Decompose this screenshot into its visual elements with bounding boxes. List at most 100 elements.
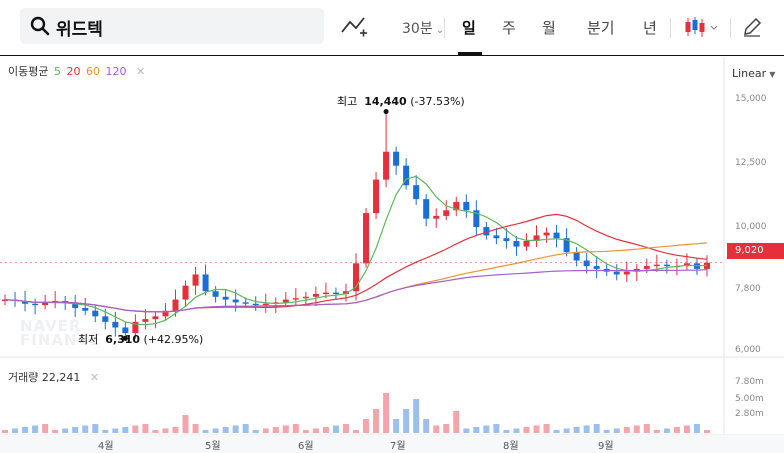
tab-month[interactable]: 월	[542, 19, 556, 37]
candle-body	[292, 298, 299, 300]
volume-bar	[513, 428, 520, 433]
ma-legend-close-icon[interactable]: ✕	[135, 65, 146, 78]
volume-bar	[693, 424, 700, 433]
scale-type-select[interactable]: Linear ▼	[732, 67, 775, 80]
ma-legend: 이동평균 5 20 60 120 ✕	[8, 63, 147, 79]
volume-bar	[503, 430, 510, 433]
volume-bar	[453, 411, 460, 433]
stock-chart[interactable]: NAVER FINANCE 이동평균 5 20 60 120 ✕ Linear ▼ …	[0, 57, 784, 453]
low-point-marker	[122, 335, 128, 341]
tab-year[interactable]: 년	[643, 19, 657, 37]
candle-body	[503, 238, 510, 241]
candle-body	[2, 299, 9, 301]
volume-bar	[363, 419, 370, 433]
candle-body	[663, 264, 670, 267]
ma-20-label: 20	[66, 65, 81, 78]
candle-body	[202, 274, 209, 292]
candle-body	[182, 285, 189, 300]
volume-bar	[403, 409, 410, 433]
time-axis-band	[0, 435, 784, 453]
candle-type-icon[interactable]	[684, 16, 722, 38]
candle-body	[112, 321, 119, 328]
candle-body	[483, 227, 490, 236]
x-tick-label: 6월	[298, 441, 314, 452]
volume-bar	[152, 430, 159, 433]
pencil-icon[interactable]	[741, 16, 763, 38]
tab-week[interactable]: 주	[502, 19, 516, 37]
volume-bar	[342, 424, 349, 433]
candle-body	[232, 299, 239, 303]
candle-body	[573, 252, 580, 261]
interval-select[interactable]: 30분 ⌄	[402, 18, 444, 38]
candle-body	[463, 201, 470, 211]
chevron-down-icon: ▼	[769, 70, 776, 79]
candle-body	[242, 302, 249, 304]
volume-bar	[312, 428, 319, 433]
ma-legend-label: 이동평균	[8, 65, 49, 78]
candle-body	[152, 316, 159, 320]
volume-bar	[2, 430, 9, 433]
candle-body	[312, 294, 319, 297]
volume-bar	[202, 430, 209, 433]
candle-body	[523, 241, 530, 247]
volume-bar	[212, 428, 219, 433]
candle-body	[82, 307, 89, 311]
volume-bar	[72, 427, 79, 433]
volume-bar	[553, 430, 560, 433]
tab-quarter[interactable]: 분기	[587, 19, 615, 37]
search-input[interactable]: 위드텍	[56, 20, 103, 40]
candlestick-chart[interactable]	[0, 57, 784, 453]
ma-120-label: 120	[105, 65, 127, 78]
candle-body	[252, 303, 259, 306]
volume-bar	[623, 427, 630, 433]
volume-bar	[643, 424, 650, 433]
volume-bar	[272, 427, 279, 433]
volume-bar	[573, 427, 580, 433]
candle-body	[373, 179, 380, 214]
y-tick-label: 7,800	[735, 284, 761, 294]
x-tick-label: 4월	[98, 441, 114, 452]
volume-bar	[493, 424, 500, 433]
volume-legend: 거래량 22,241 ✕	[8, 369, 99, 385]
volume-bar	[222, 427, 229, 433]
volume-bar	[332, 425, 339, 433]
volume-bar	[603, 430, 610, 433]
naver-finance-watermark: NAVER FINANCE	[20, 317, 101, 349]
volume-bar	[262, 428, 269, 433]
search-box[interactable]: 위드텍	[20, 8, 324, 44]
x-tick-label: 8월	[503, 441, 519, 452]
volume-bar	[252, 430, 259, 433]
y-tick-label: 15,000	[735, 94, 767, 104]
candle-body	[513, 241, 520, 247]
x-tick-label: 7월	[390, 441, 406, 452]
volume-legend-close-icon[interactable]: ✕	[89, 371, 100, 384]
candle-body	[172, 299, 179, 311]
tab-day[interactable]: 일	[462, 19, 476, 37]
volume-tick-label: 2.80m	[735, 409, 764, 419]
candle-body	[352, 263, 360, 292]
chart-toolbar: 위드텍 30분 ⌄ 일 주 월 분기 년	[0, 0, 784, 56]
trendline-draw-icon[interactable]	[340, 14, 368, 38]
volume-bar	[663, 428, 670, 433]
candle-body	[222, 296, 229, 300]
candle-body	[262, 303, 269, 306]
volume-bar	[192, 424, 199, 433]
ma-5-label: 5	[53, 65, 61, 78]
candle-body	[563, 238, 570, 253]
volume-bar	[673, 427, 680, 433]
y-tick-label: 12,500	[735, 158, 767, 168]
divider	[670, 18, 671, 38]
volume-bar	[633, 425, 640, 433]
volume-bar	[162, 428, 169, 433]
volume-bar	[292, 424, 299, 433]
volume-bar	[613, 428, 620, 433]
divider	[444, 18, 445, 38]
scale-type-label: Linear	[732, 67, 767, 80]
volume-bar	[583, 425, 590, 433]
volume-bar	[282, 425, 289, 433]
candle-body	[192, 274, 199, 286]
candle-body	[403, 165, 410, 186]
candle-body	[473, 210, 480, 228]
candle-body	[102, 316, 109, 322]
candle-body	[533, 235, 540, 241]
